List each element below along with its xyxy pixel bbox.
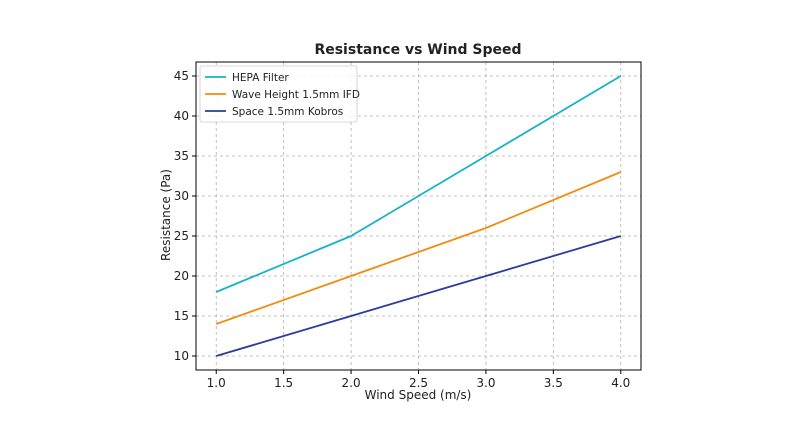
legend: HEPA Filter Wave Height 1.5mm IFD Space 1.… — [199, 65, 360, 123]
chart-title: Resistance vs Wind Speed — [314, 42, 521, 58]
series-line-1 — [215, 171, 622, 325]
y-tick-label: 20 — [174, 269, 189, 283]
legend-box — [199, 65, 358, 123]
x-tick-label: 3.0 — [476, 376, 495, 390]
y-tick-label: 25 — [174, 229, 189, 243]
x-tick-label: 1.5 — [274, 376, 293, 390]
x-tick-label: 2.0 — [342, 376, 361, 390]
y-tick-label: 15 — [174, 309, 189, 323]
y-tick-label: 40 — [174, 109, 189, 123]
axes: 1.0 1.5 2.0 2.5 3.0 3.5 4.0 10 15 20 25 30 35 40 45 — [174, 61, 642, 390]
x-tick-label: 3.5 — [544, 376, 563, 390]
plot-frame — [195, 61, 642, 371]
legend-label: HEPA Filter — [232, 72, 289, 84]
legend-label: Space 1.5mm Kobros — [232, 106, 343, 118]
x-tick-label: 1.0 — [207, 376, 226, 390]
y-tick-label: 10 — [174, 349, 189, 363]
series-lines — [215, 75, 622, 357]
x-axis-label: Wind Speed (m/s) — [365, 388, 472, 402]
y-axis-label: Resistance (Pa) — [159, 169, 173, 261]
series-line-2 — [215, 235, 622, 357]
y-tick-label: 30 — [174, 189, 189, 203]
x-tick-label: 4.0 — [611, 376, 630, 390]
series-line-0 — [215, 75, 622, 293]
legend-label: Wave Height 1.5mm IFD — [232, 89, 360, 101]
y-tick-label: 35 — [174, 149, 189, 163]
y-tick-label: 45 — [174, 69, 189, 83]
x-tick-label: 2.5 — [409, 376, 428, 390]
